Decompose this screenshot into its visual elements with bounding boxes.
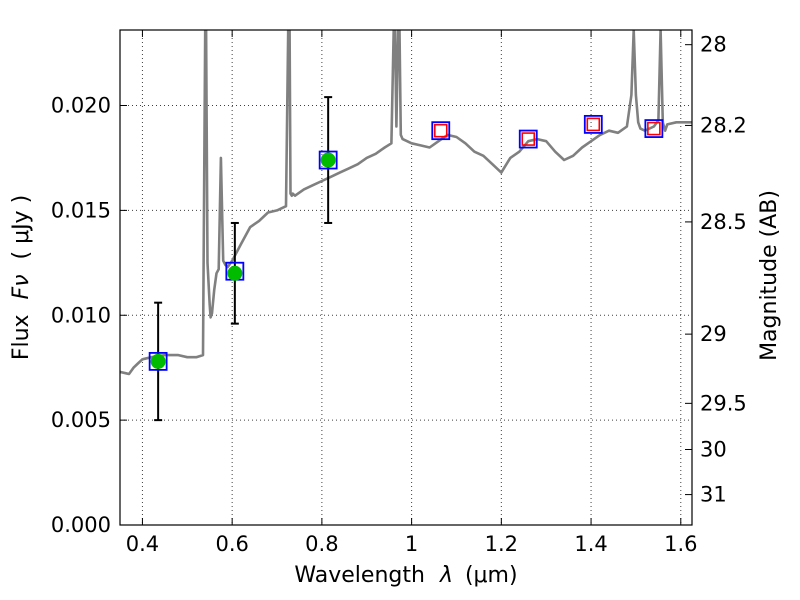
observed-point — [320, 152, 336, 168]
y-tick-label: 0.010 — [51, 303, 111, 327]
x-axis-symbol: λ — [439, 563, 453, 588]
grid-lines — [120, 30, 692, 525]
y-axis-unit: ( μJy ) — [9, 195, 34, 260]
model-bandpass-marker — [318, 150, 338, 170]
upper-limit-marker — [521, 132, 536, 146]
observed-point — [227, 265, 243, 281]
y-axis-title: Flux Fν ( μJy ) — [9, 195, 34, 360]
x-tick-label: 0.8 — [305, 532, 338, 556]
x-axis-title: Wavelength λ (μm) — [294, 563, 517, 588]
right-tick-label: 28 — [700, 33, 727, 57]
right-tick-label: 28.2 — [700, 113, 747, 137]
x-axis-unit: (μm) — [465, 563, 518, 588]
right-axis-title: Magnitude (AB) — [757, 190, 782, 361]
model-bandpass-marker — [148, 351, 168, 371]
plot-frame — [119, 29, 693, 526]
model-spectrum-layer — [120, 30, 692, 376]
y-tick-label: 0.000 — [51, 513, 111, 537]
x-tick-label: 1.6 — [664, 532, 697, 556]
right-tick-label: 29 — [700, 322, 727, 346]
y-axis-symbol: Fν — [9, 274, 34, 299]
right-tick-label: 29.5 — [700, 391, 747, 415]
model-bandpass-marker — [518, 129, 538, 149]
model-bandpass-marker — [583, 114, 603, 134]
x-tick-label: 0.6 — [215, 532, 248, 556]
y-axis-label-text: Flux — [9, 314, 34, 360]
upper-limit-marker — [433, 123, 448, 138]
y-tick-label: 0.020 — [51, 94, 111, 118]
x-tick-label: 1.4 — [574, 532, 607, 556]
upper-limit-marker — [586, 117, 601, 132]
observed-point — [150, 353, 166, 369]
model-bandpass-marker — [644, 119, 664, 138]
x-tick-label: 1 — [405, 532, 418, 556]
x-tick-label: 0.4 — [126, 532, 159, 556]
axis-ticks: 0.4 0.6 0.8 1 1.2 1.4 1.6 0.000 0.005 0.010 0.015 0… — [51, 30, 747, 556]
y-tick-label: 0.005 — [51, 408, 111, 432]
x-tick-label: 1.2 — [485, 532, 518, 556]
right-tick-label: 30 — [700, 437, 727, 461]
right-tick-label: 31 — [700, 483, 727, 507]
model-bandpass-marker — [431, 121, 451, 141]
model-spectrum-line — [120, 30, 692, 376]
photometry-layer — [148, 96, 664, 422]
right-tick-label: 28.5 — [700, 210, 747, 234]
x-axis-label-text: Wavelength — [294, 563, 425, 588]
upper-limit-marker — [647, 121, 661, 136]
y-tick-label: 0.015 — [51, 198, 111, 222]
